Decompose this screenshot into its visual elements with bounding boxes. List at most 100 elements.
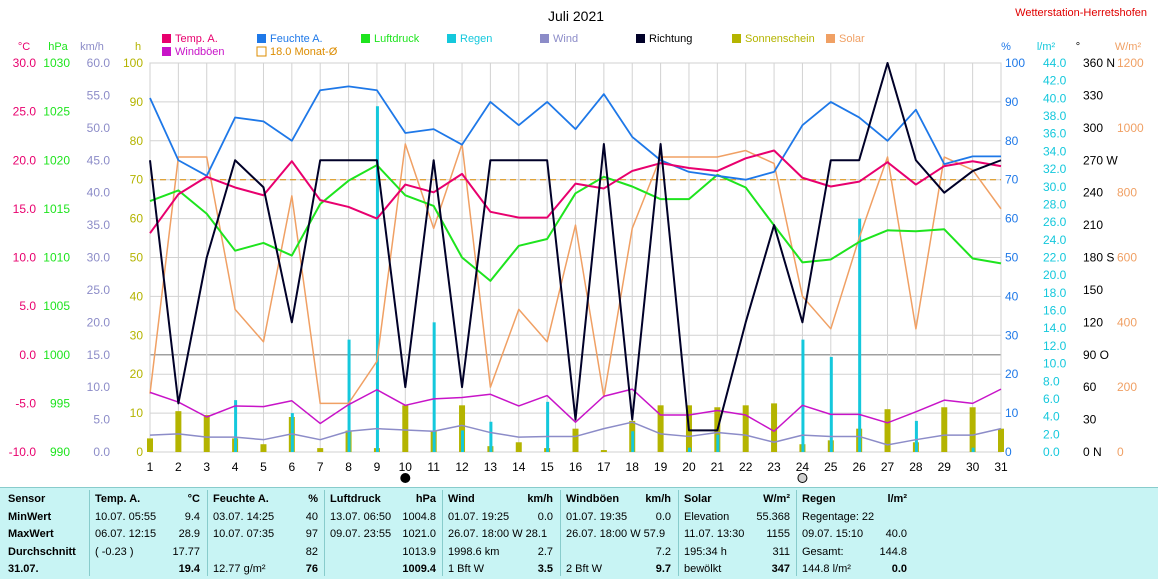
sunshine-bar [203, 415, 210, 452]
wind-tick-label: 5.0 [93, 413, 110, 427]
rain-bar [546, 401, 550, 452]
direction-tick-label: 180 S [1083, 251, 1114, 265]
sensor-row-min: MinWert [8, 510, 52, 523]
gust-stats-column: Windböen km/h 01.07. 19:35 0.0 26.07. 18:00 … [566, 491, 671, 579]
rain-tick-label: 18.0 [1043, 286, 1067, 300]
gust-stats-row: 26.07. 18:00 W 57.9 [566, 526, 671, 544]
full-moon-icon [797, 473, 808, 483]
gust-stats-header: Windböen km/h [566, 491, 671, 509]
wind-unit-label: km/h [80, 41, 104, 53]
gust-stats-row: 01.07. 19:35 0.0 [566, 509, 671, 527]
x-tick-label: 29 [938, 460, 952, 474]
legend-label-solar: Solar [839, 33, 865, 45]
legend-swatch-pressure [361, 34, 370, 43]
x-tick-label: 17 [597, 460, 611, 474]
humidity-stats-label: 10.07. 07:35 [213, 528, 275, 540]
wind-header-label: Wind [448, 493, 475, 505]
legend-swatch-solar [826, 34, 835, 43]
wind-tick-label: 0.0 [93, 445, 110, 459]
humidity-tick-label: 40 [1005, 289, 1019, 303]
new-moon-icon [400, 473, 411, 483]
humidity-stats-label: 03.07. 14:25 [213, 510, 275, 523]
sunshine-bar [572, 428, 579, 452]
rain-stats-label: 09.07. 15:10 [802, 528, 864, 540]
stats-separator [796, 490, 797, 576]
solar-line [149, 143, 1002, 405]
rain-tick-label: 44.0 [1043, 56, 1067, 70]
sunshine-bar [260, 444, 267, 452]
temp-stats-label: 06.07. 12:15 [95, 528, 157, 540]
humidity-stats-value: 97 [305, 528, 318, 540]
rain-stats-value: 144.8 [879, 545, 907, 558]
rain-tick-label: 30.0 [1043, 180, 1067, 194]
rain-tick-label: 36.0 [1043, 127, 1067, 141]
rain-bar [375, 106, 379, 452]
gust-line [149, 388, 1002, 433]
x-tick-label: 21 [711, 460, 725, 474]
x-tick-label: 22 [739, 460, 753, 474]
pressure-tick-label: 1005 [43, 299, 70, 313]
direction-tick-label: 30 [1083, 413, 1097, 427]
legend-label-wind: Wind [553, 33, 578, 45]
pressure-tick-label: 1000 [43, 348, 70, 362]
solar-header-label: Solar [684, 493, 712, 505]
sunshine-bar [941, 407, 948, 452]
chart-lines [149, 62, 1002, 446]
rain-tick-label: 12.0 [1043, 339, 1067, 353]
rain-tick-label: 16.0 [1043, 304, 1067, 318]
stats-separator [560, 490, 561, 576]
rain-bar [716, 434, 720, 452]
rain-tick-label: 40.0 [1043, 91, 1067, 105]
temp-stats-row: 19.4 [95, 561, 200, 579]
pressure-stats-header: Luftdruck hPa [330, 491, 436, 509]
x-tick-label: 4 [232, 460, 239, 474]
pressure-stats-value: 1021.0 [402, 528, 436, 540]
chart-title: Juli 2021 [548, 8, 604, 24]
temp-unit-label: °C [18, 41, 30, 53]
sunshine-tick-label: 40 [130, 289, 144, 303]
legend-swatch-temp [162, 34, 171, 43]
x-tick-label: 8 [345, 460, 352, 474]
temp-stats-column: Temp. A. °C 10.07. 05:55 9.4 06.07. 12:15 28.… [95, 491, 200, 579]
gust-stats-row: 2 Bft W 9.7 [566, 561, 671, 579]
solar-tick-label: 0 [1117, 445, 1124, 459]
temp-stats-row: ( -0.23 ) 17.77 [95, 544, 200, 562]
rain-bar [347, 339, 351, 452]
pressure-stats-column: Luftdruck hPa 13.07. 06:50 1004.8 09.07. 23:… [330, 491, 436, 579]
rain-header-unit: l/m² [887, 493, 907, 505]
temp-header-unit: °C [187, 493, 200, 505]
rain-tick-label: 6.0 [1043, 392, 1060, 406]
sunshine-tick-label: 0 [136, 445, 143, 459]
x-tick-label: 1 [147, 460, 154, 474]
x-tick-label: 31 [994, 460, 1008, 474]
humidity-line [149, 85, 1001, 181]
wind-tick-label: 55.0 [87, 88, 111, 102]
solar-tick-label: 1200 [1117, 56, 1144, 70]
rain-bar [801, 339, 805, 452]
humidity-stats-value: 40 [305, 510, 318, 523]
station-name: Wetterstation-Herretshofen [1015, 7, 1147, 19]
wind-stats-label: 01.07. 19:25 [448, 510, 510, 523]
x-tick-label: 11 [427, 460, 440, 474]
x-tick-label: 6 [288, 460, 295, 474]
humidity-tick-label: 10 [1005, 406, 1019, 420]
gust-stats-label: 2 Bft W [566, 563, 603, 575]
solar-stats-row: 11.07. 13:30 1155 [684, 526, 790, 544]
wind-stats-row: 1 Bft W 3.5 [448, 561, 553, 579]
pressure-header-unit: hPa [415, 493, 436, 505]
legend-swatch-rain [447, 34, 456, 43]
pressure-stats-value: 1013.9 [402, 545, 436, 558]
temp-tick-label: 15.0 [13, 202, 37, 216]
sunshine-tick-label: 10 [130, 406, 144, 420]
solar-tick-label: 600 [1117, 251, 1137, 265]
rain-stats-label: Gesamt: [802, 545, 844, 558]
pressure-stats-row: 09.07. 23:55 1021.0 [330, 526, 436, 544]
sunshine-bar [175, 411, 182, 452]
temp-stats-row: 10.07. 05:55 9.4 [95, 509, 200, 527]
rain-tick-label: 34.0 [1043, 144, 1067, 158]
legend-swatch-monthavg [256, 46, 267, 57]
direction-tick-label: 210 [1083, 218, 1103, 232]
x-tick-label: 12 [455, 460, 469, 474]
rain-stats-row: Gesamt: 144.8 [802, 544, 907, 562]
sunshine-tick-label: 20 [130, 367, 144, 381]
